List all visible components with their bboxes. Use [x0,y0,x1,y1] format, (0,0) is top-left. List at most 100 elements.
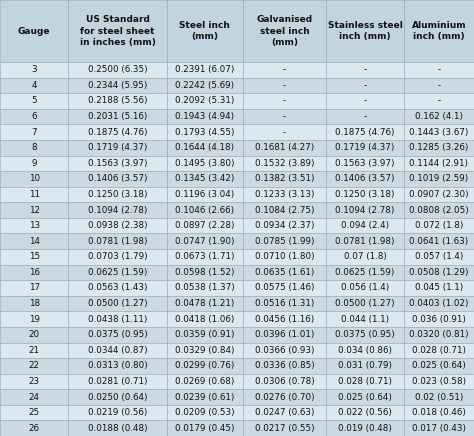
Text: -: - [438,81,440,90]
Bar [68,405,167,420]
Bar [167,0,243,62]
Bar [0,265,68,280]
Bar [167,343,243,358]
Bar [326,171,404,187]
Bar [68,78,167,93]
Text: 12: 12 [28,205,40,215]
Bar [404,156,474,171]
Bar [167,358,243,374]
Bar [167,374,243,389]
Bar [0,311,68,327]
Bar [167,62,243,78]
Bar [0,233,68,249]
Bar [326,420,404,436]
Text: 0.0508 (1.29): 0.0508 (1.29) [409,268,469,277]
Text: 0.0209 (0.53): 0.0209 (0.53) [175,408,235,417]
Bar [0,0,68,62]
Bar [167,327,243,343]
Text: 0.0219 (0.56): 0.0219 (0.56) [88,408,147,417]
Text: 0.1084 (2.75): 0.1084 (2.75) [255,205,314,215]
Text: 0.034 (0.86): 0.034 (0.86) [338,346,392,355]
Bar [243,187,326,202]
Bar [68,202,167,218]
Bar [326,140,404,156]
Bar [326,358,404,374]
Text: 0.0747 (1.90): 0.0747 (1.90) [175,237,235,246]
Text: 18: 18 [28,299,40,308]
Text: 0.0781 (1.98): 0.0781 (1.98) [335,237,395,246]
Bar [68,0,167,62]
Text: 8: 8 [31,143,37,152]
Text: 0.017 (0.43): 0.017 (0.43) [412,424,466,433]
Bar [0,358,68,374]
Text: -: - [364,65,366,74]
Bar [404,249,474,265]
Text: 0.0673 (1.71): 0.0673 (1.71) [175,252,235,261]
Bar [0,280,68,296]
Text: 15: 15 [28,252,40,261]
Bar [326,265,404,280]
Bar [404,93,474,109]
Text: 0.0336 (0.85): 0.0336 (0.85) [255,361,314,370]
Text: -: - [283,65,286,74]
Bar [404,420,474,436]
Bar [0,405,68,420]
Text: 7: 7 [31,128,37,136]
Bar [243,140,326,156]
Text: 0.07 (1.8): 0.07 (1.8) [344,252,386,261]
Text: 0.0329 (0.84): 0.0329 (0.84) [175,346,235,355]
Bar [404,405,474,420]
Bar [243,62,326,78]
Bar [167,124,243,140]
Text: 0.0625 (1.59): 0.0625 (1.59) [88,268,147,277]
Text: 0.1719 (4.37): 0.1719 (4.37) [335,143,395,152]
Bar [68,389,167,405]
Bar [167,420,243,436]
Bar [404,343,474,358]
Text: 0.1382 (3.51): 0.1382 (3.51) [255,174,314,184]
Bar [404,140,474,156]
Text: 0.0938 (2.38): 0.0938 (2.38) [88,221,147,230]
Bar [0,140,68,156]
Text: 0.0598 (1.52): 0.0598 (1.52) [175,268,235,277]
Text: 0.0276 (0.70): 0.0276 (0.70) [255,392,314,402]
Text: 0.094 (2.4): 0.094 (2.4) [341,221,389,230]
Text: 22: 22 [28,361,40,370]
Text: 0.025 (0.64): 0.025 (0.64) [412,361,466,370]
Bar [243,233,326,249]
Text: 0.0516 (1.31): 0.0516 (1.31) [255,299,314,308]
Text: 0.0500 (1.27): 0.0500 (1.27) [335,299,395,308]
Bar [326,218,404,233]
Text: 0.2188 (5.56): 0.2188 (5.56) [88,96,147,106]
Text: 0.0897 (2.28): 0.0897 (2.28) [175,221,235,230]
Bar [243,109,326,124]
Text: 0.0313 (0.80): 0.0313 (0.80) [88,361,147,370]
Bar [68,311,167,327]
Bar [243,78,326,93]
Bar [243,265,326,280]
Text: 25: 25 [28,408,40,417]
Text: 0.0375 (0.95): 0.0375 (0.95) [335,330,395,339]
Text: 0.0808 (2.05): 0.0808 (2.05) [409,205,469,215]
Text: 0.1094 (2.78): 0.1094 (2.78) [335,205,395,215]
Text: 0.072 (1.8): 0.072 (1.8) [415,221,463,230]
Text: 0.0247 (0.63): 0.0247 (0.63) [255,408,314,417]
Bar [68,171,167,187]
Text: 6: 6 [31,112,37,121]
Text: 4: 4 [31,81,37,90]
Text: 3: 3 [31,65,37,74]
Text: -: - [283,112,286,121]
Bar [0,187,68,202]
Bar [0,109,68,124]
Bar [326,296,404,311]
Bar [0,124,68,140]
Text: 0.1719 (4.37): 0.1719 (4.37) [88,143,147,152]
Bar [167,311,243,327]
Bar [68,374,167,389]
Text: 0.036 (0.91): 0.036 (0.91) [412,315,466,324]
Bar [404,109,474,124]
Text: 0.0500 (1.27): 0.0500 (1.27) [88,299,147,308]
Text: 0.2344 (5.95): 0.2344 (5.95) [88,81,147,90]
Bar [68,343,167,358]
Bar [0,78,68,93]
